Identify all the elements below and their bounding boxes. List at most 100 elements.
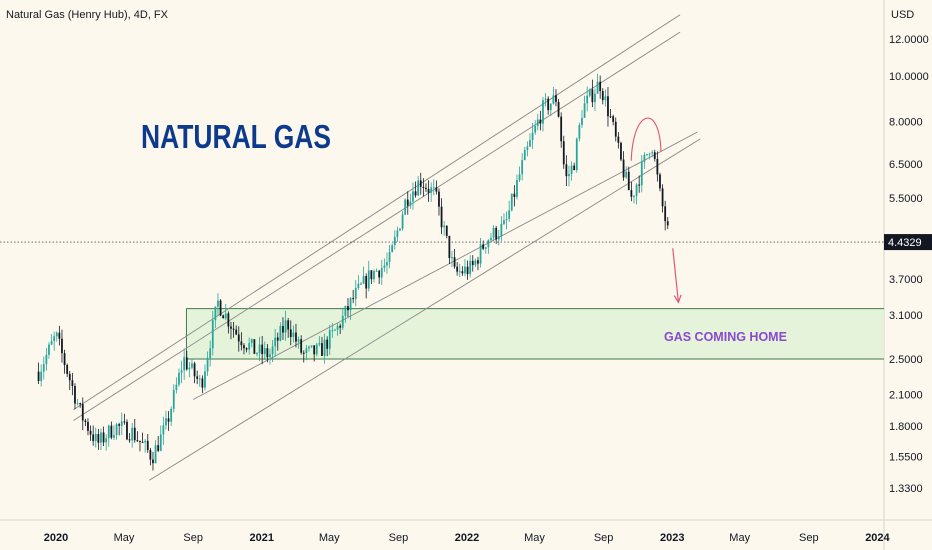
candle-body [167, 418, 170, 422]
candle-body [240, 341, 243, 346]
candle-body [61, 338, 63, 354]
candle-body [211, 320, 214, 349]
candle [206, 351, 209, 376]
candle [386, 252, 388, 274]
candle [440, 198, 443, 235]
candle [640, 155, 643, 193]
candle [479, 237, 482, 268]
candle-body [58, 332, 61, 339]
candle [261, 336, 264, 365]
candle-body [510, 193, 513, 211]
candle [256, 352, 258, 357]
candle-body [222, 315, 225, 319]
candle-body [565, 164, 568, 177]
candle [549, 103, 552, 117]
candle-body [539, 119, 542, 124]
candle [222, 314, 225, 319]
candle [609, 108, 612, 118]
candle [526, 141, 529, 157]
candle [274, 329, 277, 357]
candle [484, 246, 487, 254]
candle-body [100, 432, 102, 443]
candle-body [256, 353, 258, 355]
candle-body [560, 116, 563, 142]
candle [399, 227, 401, 232]
candle [326, 336, 329, 357]
candle-body [300, 339, 303, 353]
candle-body [258, 344, 261, 354]
candle [531, 122, 534, 149]
candle [248, 337, 251, 355]
x-tick-label: Sep [594, 532, 614, 544]
candle-body [646, 154, 648, 156]
candle-body [144, 440, 147, 443]
candle-body [310, 345, 313, 347]
candle-body [609, 116, 612, 118]
candle [380, 259, 383, 285]
candle-body [349, 298, 352, 311]
candle-body [651, 152, 654, 154]
y-tick-label: 6.5000 [889, 159, 923, 171]
candle-body [469, 260, 472, 275]
candle-body [370, 270, 373, 280]
candle-body [66, 365, 69, 374]
candle-body [661, 188, 664, 207]
candle-body [45, 354, 48, 365]
candle [300, 335, 303, 355]
candle-body [115, 424, 118, 436]
candle [349, 297, 352, 320]
candle-body [315, 344, 318, 355]
y-tick-label: 1.8000 [889, 421, 923, 433]
chart-title[interactable]: Natural Gas (Henry Hub), 4D, FX [6, 9, 168, 21]
x-tick-label: 2024 [865, 532, 890, 544]
candle-body [393, 236, 396, 246]
candle-body [487, 240, 490, 248]
candle [339, 323, 342, 335]
candle-body [118, 424, 121, 426]
x-tick-label: Sep [183, 532, 203, 544]
candle-body [131, 427, 134, 441]
candle-body [287, 320, 290, 330]
candle-body [557, 101, 560, 117]
candle-body [518, 174, 521, 181]
y-tick-label: 12.0000 [889, 34, 929, 46]
candle [373, 269, 375, 283]
candle [123, 413, 126, 425]
candle-body [461, 271, 464, 274]
candle-body [146, 440, 149, 451]
candle [347, 298, 349, 318]
candle [591, 79, 594, 108]
candle [310, 345, 313, 349]
candle [53, 331, 56, 351]
candle [128, 433, 131, 443]
candle-body [302, 352, 305, 354]
top-arc-annotation [630, 117, 662, 161]
candle [131, 422, 134, 448]
candle-body [414, 191, 417, 196]
candle-body [170, 408, 173, 422]
candle-body [107, 425, 110, 439]
candle [539, 110, 542, 131]
candle-body [417, 180, 420, 196]
candle-body [638, 184, 641, 186]
last-price-badge [884, 234, 932, 251]
candle [308, 345, 310, 352]
candle [282, 317, 284, 340]
candle [305, 344, 308, 361]
candle [48, 342, 50, 359]
candle-body [232, 328, 235, 330]
candle [536, 113, 539, 131]
candle-body [180, 370, 183, 373]
candle-body [328, 330, 331, 349]
candle-body [492, 227, 495, 238]
candle [71, 372, 74, 396]
candle-body [209, 348, 212, 359]
candle [313, 345, 316, 362]
candle [625, 166, 628, 179]
candle [79, 402, 82, 408]
channel-line-upper-lower [192, 131, 698, 400]
candle [627, 166, 630, 191]
candle [230, 321, 232, 340]
